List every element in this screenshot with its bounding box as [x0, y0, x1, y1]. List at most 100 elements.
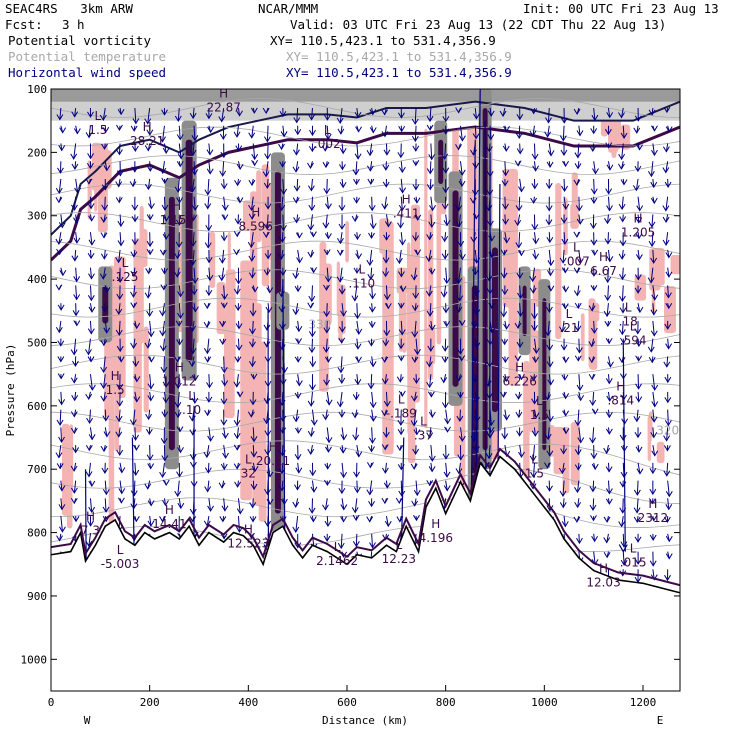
wind-vector-head — [469, 197, 477, 204]
wind-vector-head — [307, 302, 315, 309]
wind-vector-head — [234, 180, 242, 187]
wind-vector-head — [458, 169, 466, 176]
wind-vector-head — [514, 160, 522, 167]
wind-vector-head — [207, 505, 214, 512]
wind-vector-head — [71, 255, 79, 262]
wind-vector-head — [649, 498, 656, 505]
wind-vector-head — [634, 165, 642, 173]
wind-vector-head — [323, 479, 331, 486]
pv-shading — [656, 441, 665, 464]
pv-shading — [139, 205, 144, 344]
wind-vector-head — [115, 181, 123, 188]
wind-jet-head — [618, 544, 628, 553]
wind-vector-head — [369, 415, 377, 422]
wind-vector-head — [324, 520, 332, 528]
low-marker: L — [420, 415, 427, 429]
wind-vector-head — [411, 135, 419, 143]
wind-vector-head — [368, 321, 376, 329]
wind-vector — [519, 303, 522, 317]
wind-vector-head — [190, 289, 198, 296]
wind-jet-head — [485, 430, 495, 439]
wind-vector-head — [531, 313, 538, 320]
extremum-value: 1.5 — [525, 467, 544, 481]
wind-vector — [297, 320, 300, 332]
wind-vector-head — [250, 451, 258, 458]
wind-vector-head — [115, 197, 123, 204]
wind-vector-head — [426, 480, 434, 487]
wind-vector-head — [529, 483, 537, 490]
wind-vector-head — [162, 147, 170, 154]
wind-vector-head — [263, 269, 271, 276]
wind-vector-head — [174, 401, 182, 409]
wind-vector — [59, 107, 62, 120]
wind-vector-head — [339, 182, 347, 189]
wind-vector — [341, 143, 344, 154]
wind-vector-head — [529, 275, 537, 283]
wind-vector — [430, 196, 434, 211]
wind-vector-head — [207, 435, 215, 442]
wind-vector — [577, 143, 580, 158]
wind-vector-head — [651, 125, 658, 132]
wind-vector-head — [159, 516, 166, 523]
pv-shading — [143, 326, 149, 413]
wind-vector — [104, 409, 107, 421]
wind-vector — [281, 480, 284, 491]
wind-vector — [73, 143, 77, 159]
wind-vector-head — [103, 286, 111, 294]
wind-vector — [533, 338, 537, 354]
wind-vector-head — [159, 345, 167, 352]
wind-vector-head — [560, 217, 568, 224]
wind-vector — [607, 214, 609, 224]
wind-vector-head — [132, 444, 140, 451]
pv-shading — [227, 231, 231, 353]
wind-vector — [548, 409, 551, 422]
wind-vector — [637, 462, 641, 474]
wind-vector — [592, 391, 595, 406]
wind-vector — [207, 480, 210, 492]
high-marker: H — [515, 361, 524, 375]
wind-vector-head — [560, 149, 568, 157]
wind-vector — [371, 214, 374, 229]
wind-vector-head — [279, 323, 286, 331]
y-tick-label: 600 — [27, 400, 47, 413]
pv-shading — [114, 309, 119, 452]
init-time: Init: 00 UTC Fri 23 Aug 13 — [523, 1, 719, 16]
wind-vector-head — [248, 179, 256, 187]
wind-vector-head — [295, 325, 303, 333]
wind-vector-head — [235, 323, 243, 330]
wind-vector-head — [383, 234, 390, 241]
wind-vector-head — [204, 189, 212, 196]
wind-vector — [311, 285, 313, 302]
wind-vector — [356, 107, 359, 118]
wind-vector-head — [458, 253, 466, 261]
wind-vector-head — [147, 356, 155, 363]
wind-vector — [223, 498, 226, 511]
wind-vector-head — [279, 111, 287, 118]
x-tick-label: 0 — [48, 696, 55, 709]
wind-vector-head — [647, 346, 655, 353]
wind-vector — [563, 232, 566, 245]
wind-vector-head — [85, 540, 93, 547]
wind-vector — [118, 409, 121, 422]
wind-vector — [147, 338, 151, 348]
wind-vector — [578, 338, 580, 353]
wind-vector-head — [174, 411, 182, 419]
extremum-value: .10 — [182, 403, 201, 417]
wind-vector — [118, 249, 121, 263]
wind-vector-head — [441, 203, 449, 210]
wind-vector-head — [501, 180, 509, 187]
wind-vector-head — [264, 449, 272, 456]
theta-contour — [51, 383, 680, 404]
wind-vector-head — [86, 162, 94, 170]
extremum-value: .594 — [620, 333, 647, 347]
wind-vector — [237, 498, 241, 514]
wind-vector — [636, 409, 639, 422]
wind-vector-head — [73, 128, 81, 135]
pv-shading — [436, 195, 442, 345]
wind-vector — [236, 285, 239, 294]
wind-vector-head — [650, 515, 658, 522]
extremum-value: 7.3 — [81, 524, 100, 538]
y-tick-label: 900 — [27, 590, 47, 603]
wind-vector — [385, 391, 388, 407]
wind-vector-head — [532, 253, 540, 260]
